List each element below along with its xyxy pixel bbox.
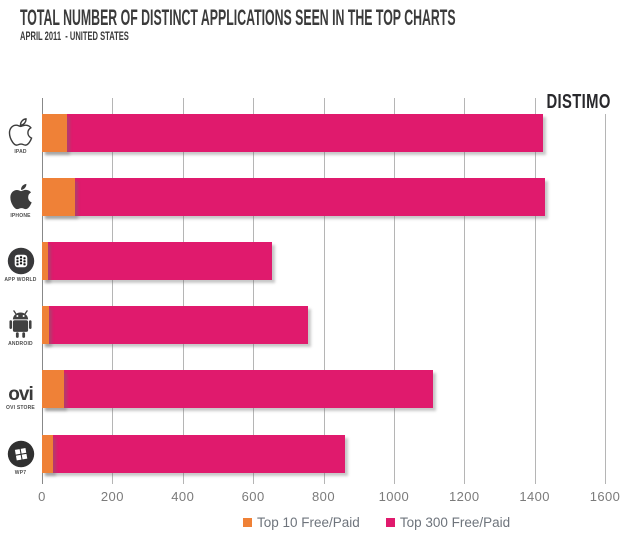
- bar-top10-ipad: [42, 113, 67, 152]
- x-tick-label-0: 0: [38, 489, 46, 504]
- ovi-wordmark-icon: ovi: [8, 384, 33, 406]
- bar-top10-ovi-store: [42, 370, 64, 409]
- legend-swatch-icon: [243, 518, 252, 527]
- chart-subtitle: APRIL 2011 - UNITED STATES: [20, 29, 129, 43]
- x-tick-label-1000: 1000: [378, 489, 410, 504]
- x-tick-label-600: 600: [241, 489, 265, 504]
- x-tick-label-400: 400: [171, 489, 195, 504]
- bar-top300-wp7: [42, 434, 345, 473]
- bar-top10-android: [42, 306, 50, 345]
- legend-swatch-icon: [385, 518, 395, 527]
- x-tick-label-200: 200: [100, 489, 124, 504]
- platform-label-iphone: IPHONE: [10, 212, 31, 219]
- platform-ipad: IPAD: [0, 107, 41, 155]
- apple-filled-icon: [9, 183, 32, 209]
- platform-wp7: WP7: [0, 428, 41, 476]
- y-axis-line: [42, 98, 43, 484]
- bar-top10-iphone: [42, 177, 76, 216]
- blackberry-app-world-icon: [7, 247, 34, 275]
- gridline-x-1600: [605, 98, 606, 484]
- apple-outline-icon: [8, 117, 33, 146]
- platform-label-ovi-store: OVI STORE: [6, 405, 35, 412]
- bar-top300-android: [42, 306, 308, 345]
- x-tick-label-1400: 1400: [519, 489, 550, 504]
- platform-label-wp7: WP7: [14, 469, 27, 476]
- windows-phone-icon: [7, 440, 34, 467]
- gridline-x-1000: [393, 98, 395, 484]
- legend-label: Top 10 Free/Paid: [257, 515, 360, 530]
- gridline-x-800: [323, 98, 325, 484]
- legend-item-top-10-free-paid: Top 10 Free/Paid: [243, 515, 360, 530]
- x-tick-label-1200: 1200: [448, 489, 480, 504]
- x-axis: 0 200 400 600 800 1000 1200 1400 1600: [0, 489, 640, 507]
- gridline-x-400: [182, 98, 184, 484]
- x-tick-label-1600: 1600: [589, 489, 621, 504]
- platform-icon-rail: IPAD IPHONE APP WORLD ANDROID ovi OVI STORE: [0, 0, 42, 490]
- platform-android: ANDROID: [0, 299, 41, 347]
- distimo-logo: DISTIMO: [545, 91, 613, 114]
- platform-label-android: ANDROID: [8, 341, 33, 348]
- bar-top10-app-world: [42, 241, 49, 280]
- bar-top300-ovi-store: [42, 370, 433, 409]
- platform-iphone: IPHONE: [0, 171, 41, 219]
- x-tick-label-800: 800: [312, 489, 335, 504]
- legend-item-top-300-free-paid: Top 300 Free/Paid: [385, 515, 511, 530]
- gridline-x-600: [253, 98, 255, 484]
- platform-label-ipad: IPAD: [14, 148, 27, 155]
- chart-title: TOTAL NUMBER OF DISTINCT APPLICATIONS SE…: [20, 5, 456, 30]
- bar-top300-ipad: [42, 113, 544, 152]
- gridline-x-200: [112, 98, 114, 484]
- platform-ovi-store: ovi OVI STORE: [0, 363, 41, 411]
- bar-top300-app-world: [42, 241, 273, 280]
- bar-top300-iphone: [42, 177, 546, 216]
- android-robot-icon: [9, 310, 32, 338]
- gridline-x-1400: [534, 98, 536, 484]
- gridline-x-1200: [464, 98, 466, 484]
- bar-top10-wp7: [42, 434, 53, 473]
- legend-label: Top 300 Free/Paid: [399, 515, 511, 530]
- platform-app-world: APP WORLD: [0, 235, 41, 283]
- legend: Top 10 Free/Paid Top 300 Free/Paid: [243, 515, 510, 530]
- platform-label-app-world: APP WORLD: [4, 276, 37, 283]
